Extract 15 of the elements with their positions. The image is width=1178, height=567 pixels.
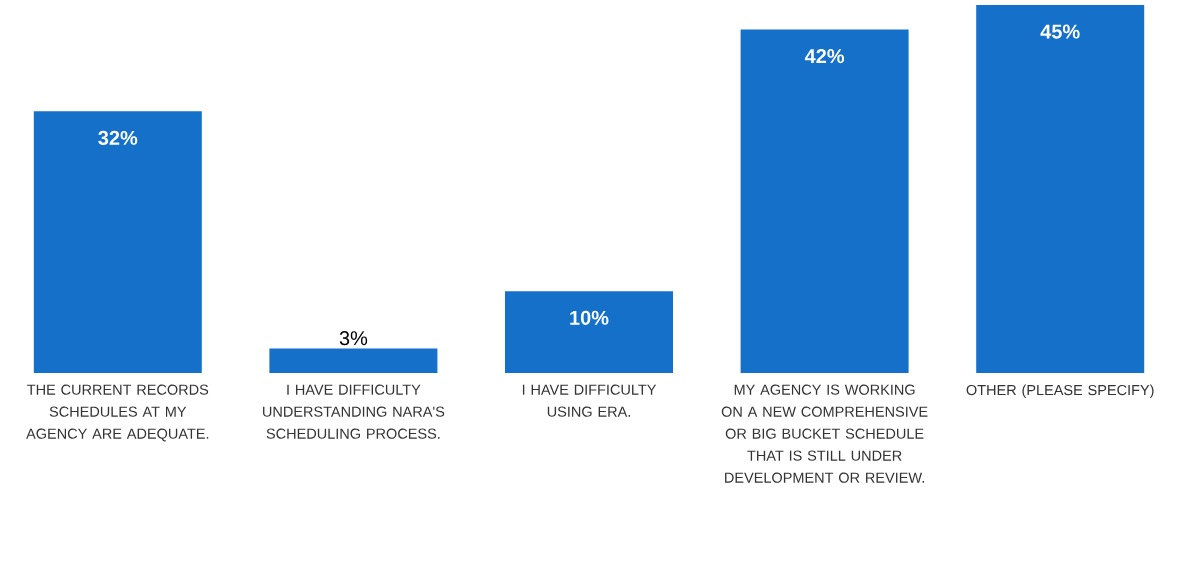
- x-tick-label: MY AGENCY IS WORKING ON A NEW COMPREHENSIVE OR BIG BUCKET SCHEDULE THAT IS STILL UNDER DEVELOPMENT OR REVIEW.: [721, 384, 928, 483]
- data-label: 10%: [570, 310, 609, 325]
- bar: [269, 348, 438, 373]
- bar: [976, 5, 1145, 373]
- bar: [505, 291, 673, 373]
- data-label: 45%: [1040, 24, 1080, 39]
- data-label: 42%: [804, 49, 845, 64]
- data-label: 3%: [339, 331, 368, 346]
- x-tick-label: I HAVE DIFFICULTY USING ERA.: [522, 384, 657, 417]
- bar: [33, 111, 202, 373]
- x-tick-label: THE CURRENT RECORDS SCHEDULES AT MY AGENCY ARE ADEQUATE.: [26, 384, 209, 442]
- data-label: 32%: [98, 130, 138, 146]
- bar: [740, 29, 909, 373]
- x-tick-label: OTHER (PLEASE SPECIFY): [966, 384, 1154, 399]
- x-tick-label: I HAVE DIFFICULTY UNDERSTANDING NARA'S SCHEDULING PROCESS.: [263, 384, 445, 439]
